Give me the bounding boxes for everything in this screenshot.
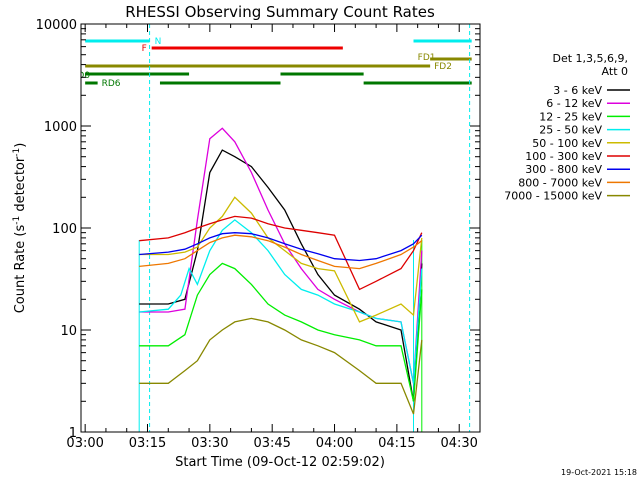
series-line-0 [139,149,423,402]
y-axis-label: Count Rate (s-1 detector-1) [12,143,28,314]
legend-label-8: 7000 - 15000 keV [504,190,602,203]
legend-label-7: 800 - 7000 keV [518,176,602,189]
status-label-fd2: FD2 [434,62,452,72]
series-line-5 [139,215,423,291]
series-line-7 [139,234,423,270]
status-label-n: N [155,37,162,47]
legend-label-4: 50 - 100 keV [532,137,602,150]
x-tick-label-5: 04:15 [378,436,415,451]
y-axis-label-sup1: -1 [12,216,22,225]
status-label-rd6: RD6 [102,79,121,89]
x-axis-label: Start Time (09-Oct-12 02:59:02) [175,455,385,470]
series-line-3 [139,219,423,384]
legend-header-0: Det 1,3,5,6,9, [552,52,628,65]
y-tick-label-0: 1 [69,426,77,441]
status-label-fd1: FD1 [418,53,436,63]
x-tick-label-2: 03:30 [191,436,228,451]
legend-label-6: 300 - 800 keV [525,163,602,176]
legend-label-0: 3 - 6 keV [553,84,602,97]
x-tick-label-3: 03:45 [253,436,290,451]
x-axis: 03:00 03:15 03:30 03:45 04:00 04:15 04:30 [66,24,478,451]
x-tick-label-4: 04:00 [316,436,353,451]
series-lines [139,127,423,415]
y-axis-label-main: Count Rate (s [13,225,28,314]
legend-label-2: 12 - 25 keV [539,110,602,123]
y-axis-label-end: ) [13,143,28,148]
status-label-rd0: RD0 [71,71,90,81]
y-axis: 1 10 100 1000 10000 [36,18,480,441]
legend-header-1: Att 0 [602,65,628,78]
legend-label-5: 100 - 300 keV [525,150,602,163]
x-tick-label-0: 03:00 [66,436,103,451]
chart-title: RHESSI Observing Summary Count Rates [125,3,435,21]
y-axis-label-sup2: -1 [12,148,22,157]
legend-label-3: 25 - 50 keV [539,124,602,137]
timestamp: 19-Oct-2021 15:18 [561,468,637,477]
x-tick-label-1: 03:15 [129,436,166,451]
y-tick-label-3: 1000 [44,120,77,135]
y-tick-label-1: 10 [60,324,77,339]
y-tick-label-2: 100 [52,222,77,237]
x-tick-label-6: 04:30 [440,436,477,451]
series-line-6 [139,232,423,262]
series-line-2 [139,262,423,402]
legend-label-1: 6 - 12 keV [546,97,602,110]
series-line-8 [139,317,423,415]
y-tick-label-4: 10000 [36,18,77,33]
status-label-f: F [142,44,147,54]
y-axis-label-mid: detector [13,156,28,216]
